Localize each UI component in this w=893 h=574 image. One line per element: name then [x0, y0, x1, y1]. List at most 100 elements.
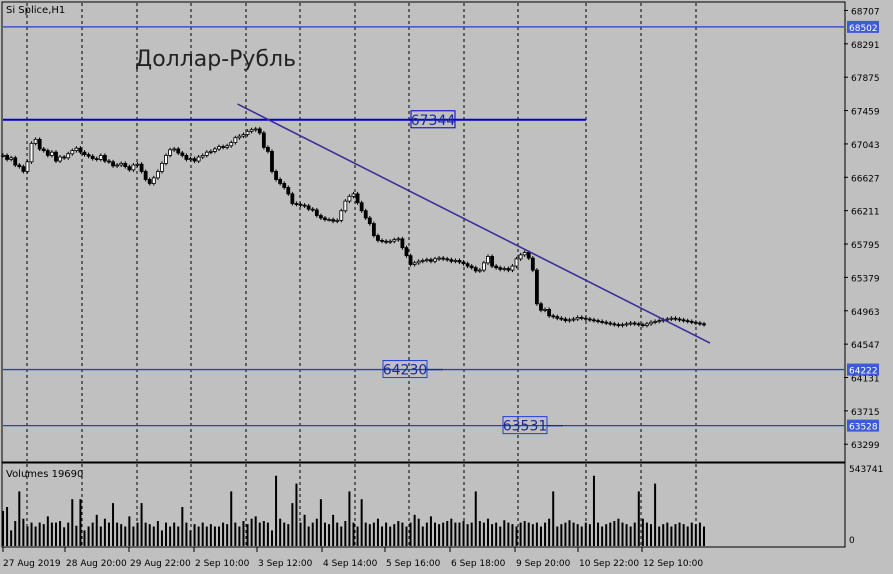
candle-body	[429, 259, 433, 262]
candle-body	[371, 223, 376, 237]
price-tick-label: 67875	[851, 74, 880, 84]
candle-body	[298, 203, 303, 206]
candle-body	[355, 193, 360, 204]
candle-body	[208, 150, 213, 153]
candle-body	[245, 130, 250, 135]
symbol-label: Si Splice,H1	[6, 5, 65, 16]
candle-body	[314, 209, 319, 216]
candle-body	[58, 156, 62, 162]
candle-body	[249, 129, 254, 132]
candle-body	[408, 255, 413, 265]
candle-body	[180, 152, 185, 156]
candle-body	[539, 303, 543, 311]
candle-body	[9, 157, 14, 160]
candle-body	[107, 160, 111, 163]
chart-annotation: Доллар-Рубль	[135, 47, 296, 72]
candle-body	[306, 205, 311, 210]
candle-body	[274, 171, 278, 180]
candle-body	[396, 238, 401, 241]
price-tick-label: 66211	[851, 208, 880, 218]
candle-body	[640, 324, 645, 327]
candle-body	[286, 187, 291, 195]
candle-body	[400, 238, 405, 249]
candle-body	[469, 265, 474, 269]
candle-body	[494, 265, 499, 269]
candle-body	[200, 154, 205, 158]
candle-body	[555, 316, 560, 319]
candle-body	[253, 128, 258, 131]
level-price-marker: 68502	[849, 24, 878, 34]
candle-body	[376, 235, 380, 241]
candle-body	[693, 321, 698, 324]
level-price-marker-bg	[847, 20, 879, 33]
candle-body	[636, 323, 641, 326]
candle-body	[327, 219, 331, 221]
candle-body	[608, 322, 613, 325]
candle-body	[294, 203, 299, 205]
candle-body	[188, 158, 193, 161]
time-tick-label: 3 Sep 12:00	[258, 559, 313, 569]
candle-body	[384, 240, 389, 243]
candle-body	[563, 318, 568, 322]
candle-body	[270, 150, 274, 172]
candle-body	[645, 323, 649, 326]
candle-body	[535, 269, 539, 305]
candle-body	[482, 262, 486, 271]
candle-body	[343, 200, 348, 212]
candle-body	[522, 252, 527, 256]
candle-body	[160, 163, 164, 172]
level-box-label-1: 67344	[411, 113, 456, 129]
candle-body	[388, 240, 393, 243]
candle-body	[192, 158, 197, 162]
candle-body	[261, 132, 266, 148]
candle-body	[441, 257, 446, 260]
candle-body	[404, 247, 409, 257]
candle-body	[632, 322, 637, 325]
candle-body	[13, 157, 18, 166]
candle-body	[551, 315, 556, 318]
candle-body	[665, 318, 670, 321]
time-tick-label: 4 Sep 14:00	[323, 559, 378, 569]
candle-body	[681, 319, 686, 322]
time-tick-label: 27 Aug 2019	[3, 559, 61, 569]
candle-body	[653, 321, 657, 323]
candle-body	[649, 321, 653, 325]
candle-body	[196, 156, 201, 162]
candle-body	[1, 154, 5, 157]
candle-body	[592, 319, 596, 322]
volume-label: Volumes 19690	[6, 469, 83, 480]
candle-body	[624, 323, 629, 326]
candle-body	[510, 265, 515, 271]
candle-body	[241, 134, 246, 137]
price-tick-label: 64963	[851, 308, 880, 318]
candle-body	[518, 254, 523, 260]
price-tick-label: 64547	[851, 341, 880, 351]
candle-body	[70, 150, 75, 155]
candle-body	[168, 149, 172, 156]
candle-body	[184, 154, 189, 160]
candle-body	[669, 317, 674, 320]
candle-body	[33, 138, 38, 144]
volume-pane-border	[1, 462, 846, 548]
candle-body	[62, 156, 67, 159]
candle-body	[347, 195, 352, 202]
candle-body	[302, 204, 307, 207]
candle-body	[587, 318, 592, 321]
candle-body	[164, 154, 168, 164]
candle-body	[318, 215, 323, 219]
candle-body	[310, 208, 315, 211]
candle-body	[514, 258, 519, 267]
candle-body	[66, 153, 71, 159]
trendline	[237, 103, 711, 344]
trendline-segment	[237, 103, 711, 344]
candle-body	[424, 259, 429, 262]
candle-body	[657, 320, 662, 323]
candle-body	[498, 267, 503, 270]
candle-body	[266, 146, 270, 152]
candle-body	[596, 320, 600, 323]
time-tick-label: 29 Aug 22:00	[130, 559, 191, 569]
candle-body	[359, 202, 364, 212]
candle-body	[17, 164, 22, 168]
candle-body	[111, 161, 115, 167]
candle-body	[278, 179, 283, 184]
